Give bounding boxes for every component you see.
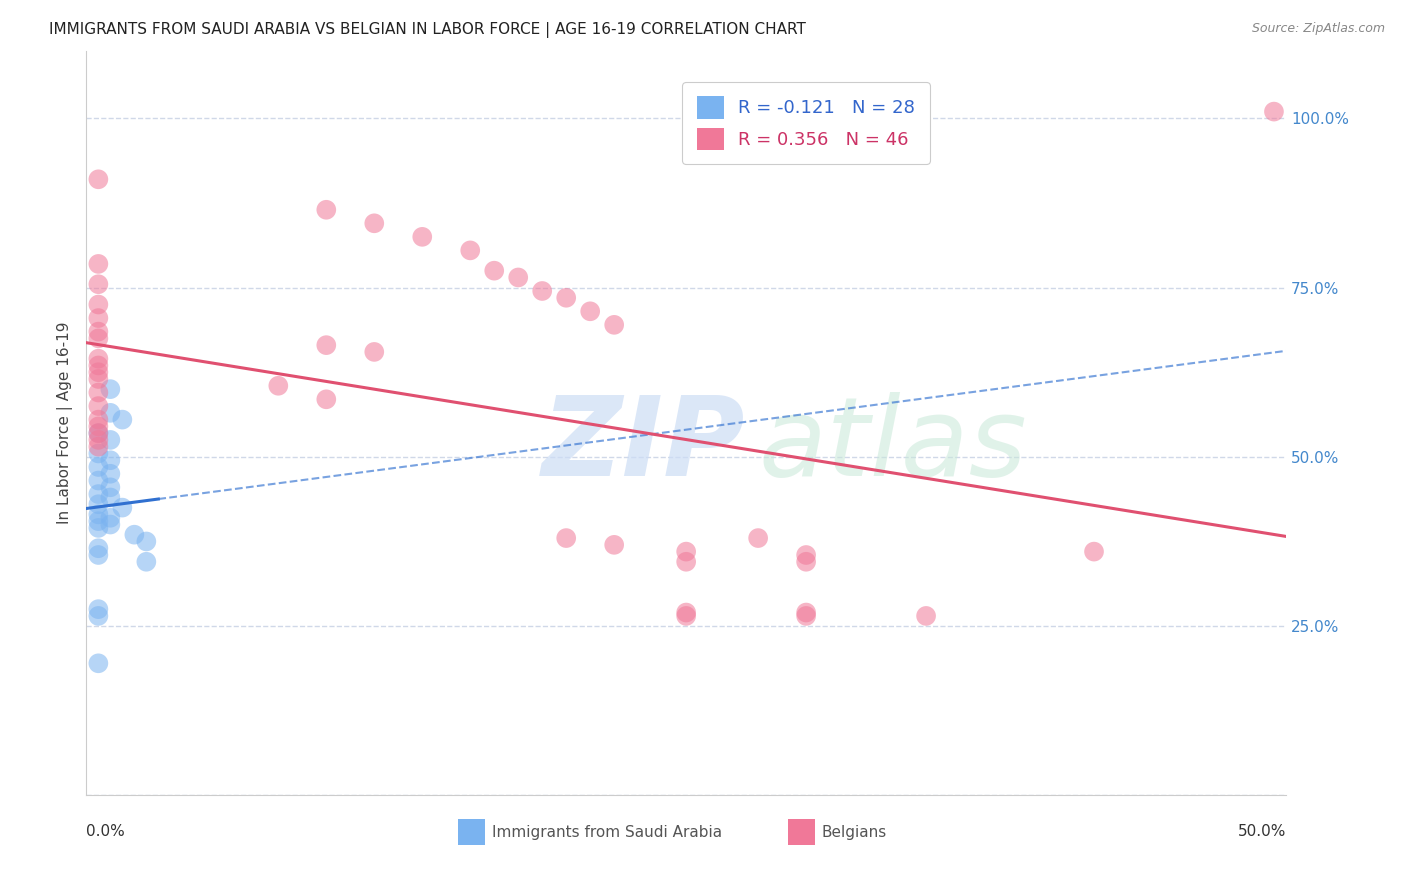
Point — [315, 392, 337, 407]
Point — [915, 608, 938, 623]
Point — [87, 172, 110, 186]
FancyBboxPatch shape — [458, 819, 485, 846]
Point — [111, 412, 134, 426]
Point — [87, 426, 110, 441]
Point — [87, 399, 110, 413]
Point — [98, 382, 121, 396]
Point — [98, 433, 121, 447]
Point — [675, 606, 697, 620]
Point — [87, 602, 110, 616]
Point — [98, 480, 121, 494]
Point — [98, 517, 121, 532]
Text: atlas: atlas — [758, 392, 1026, 499]
Point — [87, 608, 110, 623]
Point — [87, 514, 110, 528]
Point — [111, 500, 134, 515]
Point — [87, 297, 110, 311]
Text: IMMIGRANTS FROM SAUDI ARABIA VS BELGIAN IN LABOR FORCE | AGE 16-19 CORRELATION C: IMMIGRANTS FROM SAUDI ARABIA VS BELGIAN … — [49, 22, 806, 38]
Point — [87, 487, 110, 501]
Point — [267, 378, 290, 392]
Point — [87, 440, 110, 454]
Point — [579, 304, 602, 318]
Point — [98, 453, 121, 467]
Point — [1083, 544, 1105, 558]
Point — [87, 277, 110, 292]
Point — [531, 284, 554, 298]
Point — [98, 467, 121, 481]
Point — [87, 474, 110, 488]
Point — [98, 406, 121, 420]
Text: 0.0%: 0.0% — [86, 824, 125, 839]
Point — [363, 216, 385, 230]
Point — [87, 548, 110, 562]
Point — [675, 544, 697, 558]
Point — [794, 606, 817, 620]
Point — [458, 244, 481, 258]
Point — [363, 345, 385, 359]
Point — [87, 359, 110, 373]
Point — [87, 351, 110, 366]
Point — [87, 365, 110, 379]
Point — [747, 531, 769, 545]
Point — [508, 270, 530, 285]
Point — [87, 460, 110, 475]
Point — [675, 555, 697, 569]
Point — [87, 372, 110, 386]
Point — [87, 419, 110, 434]
Point — [794, 608, 817, 623]
Point — [87, 325, 110, 339]
Point — [411, 230, 433, 244]
FancyBboxPatch shape — [789, 819, 814, 846]
Text: Belgians: Belgians — [821, 825, 887, 840]
Point — [87, 541, 110, 556]
Point — [87, 426, 110, 441]
Point — [794, 548, 817, 562]
Point — [135, 555, 157, 569]
Point — [1263, 104, 1285, 119]
Text: ZIP: ZIP — [543, 392, 745, 499]
Point — [555, 291, 578, 305]
Point — [87, 311, 110, 326]
Point — [484, 263, 506, 277]
Y-axis label: In Labor Force | Age 16-19: In Labor Force | Age 16-19 — [58, 322, 73, 524]
Point — [87, 497, 110, 511]
Text: Source: ZipAtlas.com: Source: ZipAtlas.com — [1251, 22, 1385, 36]
Point — [124, 527, 146, 541]
Point — [603, 538, 626, 552]
Point — [87, 412, 110, 426]
Point — [87, 508, 110, 522]
Point — [87, 331, 110, 345]
Point — [135, 534, 157, 549]
Text: Immigrants from Saudi Arabia: Immigrants from Saudi Arabia — [492, 825, 721, 840]
Point — [98, 510, 121, 524]
Legend: R = -0.121   N = 28, R = 0.356   N = 46: R = -0.121 N = 28, R = 0.356 N = 46 — [682, 82, 929, 164]
Point — [675, 608, 697, 623]
Point — [87, 433, 110, 447]
Point — [603, 318, 626, 332]
Point — [87, 446, 110, 460]
Point — [315, 338, 337, 352]
Point — [794, 555, 817, 569]
Point — [87, 521, 110, 535]
Point — [87, 657, 110, 671]
Point — [555, 531, 578, 545]
Point — [87, 385, 110, 400]
Point — [315, 202, 337, 217]
Point — [98, 491, 121, 505]
Point — [87, 257, 110, 271]
Text: 50.0%: 50.0% — [1237, 824, 1286, 839]
